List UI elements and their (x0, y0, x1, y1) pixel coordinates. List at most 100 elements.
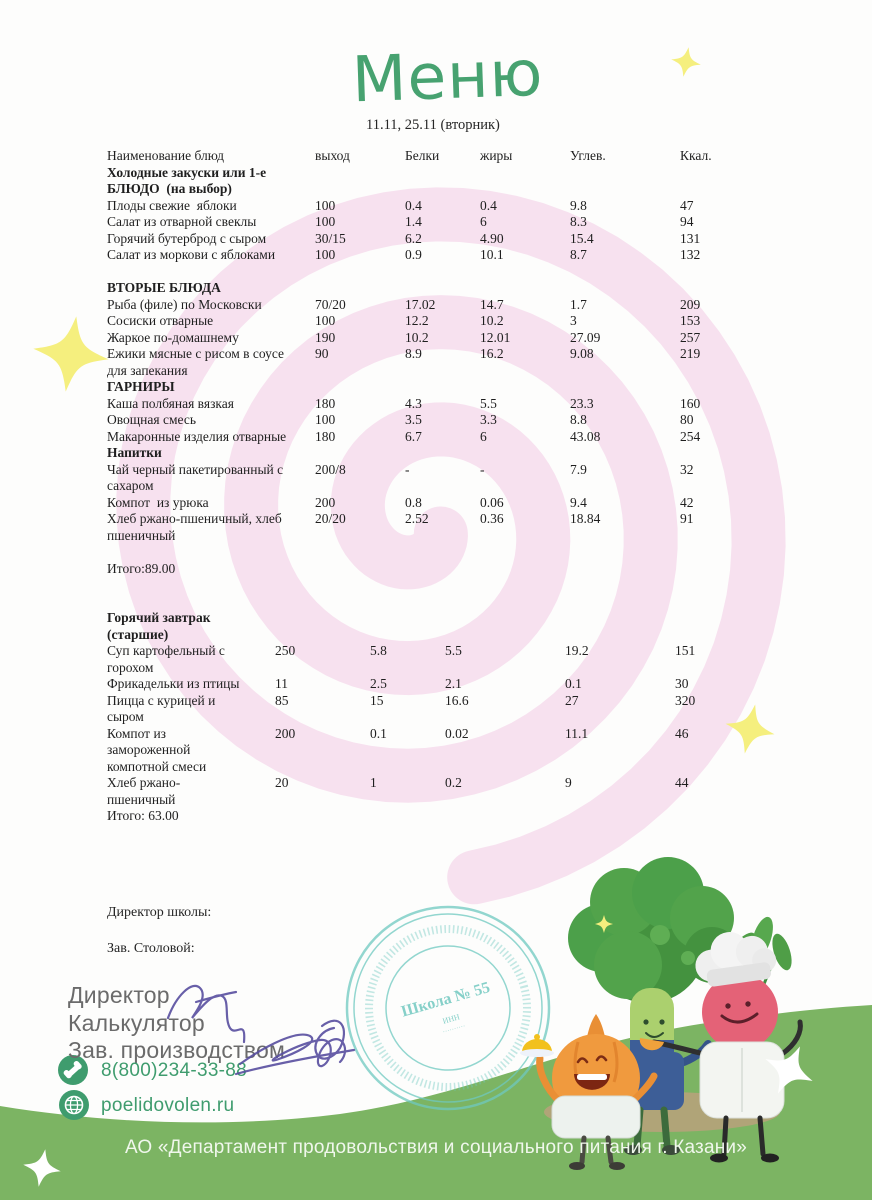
dish-value: 0.1 (565, 676, 582, 691)
dish-value (315, 561, 405, 578)
hot-breakfast-table: Горячий завтрак (старшие) Суп картофельны… (107, 610, 787, 825)
dish-value: 20 (275, 775, 289, 790)
dish-name: Горячий завтрак (старшие) (107, 610, 211, 642)
dish-name: ВТОРЫЕ БЛЮДА (107, 280, 221, 295)
column-header: Наименование блюд (107, 148, 225, 163)
section-row: Напитки (107, 445, 787, 462)
dish-row: Жаркое по-домашнему 190 10.2 12.01 27.09 257 (107, 330, 787, 347)
dish-value: 250 (275, 643, 296, 658)
globe-icon (59, 1090, 89, 1120)
dish-value: 0.2 (445, 775, 462, 790)
dish-name: Итого: 63.00 (107, 808, 179, 823)
dish-value: 70/20 (315, 296, 346, 312)
dish-row: Ежики мясные с рисом в соусе для запекан… (107, 346, 787, 379)
website-url: poelidovolen.ru (101, 1095, 235, 1116)
dish-value: 44 (675, 775, 689, 790)
dish-value: 42 (680, 494, 694, 510)
dish-value: 100 (315, 197, 336, 213)
dish-value: 7.9 (570, 461, 587, 477)
dish-row: Горячий бутерброд с сыром 30/15 6.2 4.90 15.… (107, 231, 787, 248)
dish-value (570, 445, 680, 462)
dish-value: 32 (680, 461, 694, 477)
dish-row: Рыба (филе) по Московски 70/20 17.02 14.7 1.… (107, 297, 787, 314)
dish-value: 3.5 (405, 412, 422, 427)
row-spacer (107, 544, 787, 561)
dish-value: 2.1 (445, 676, 462, 691)
dish-name: Пицца с курицей и сыром (107, 692, 216, 725)
dish-value (405, 280, 480, 297)
dish-value: 15 (370, 692, 384, 708)
dish-value: 91 (680, 511, 694, 526)
page-title: Меню (350, 36, 545, 117)
dish-value: 4.3 (405, 395, 422, 411)
canteen-head-label: Зав. Столовой: (107, 941, 195, 956)
dish-row: Хлеб ржано- пшеничный 20 1 0.2 9 44 (107, 775, 787, 808)
dish-name: Холодные закуски или 1-е БЛЮДО (на выбор… (107, 164, 267, 197)
dish-value: 47 (680, 197, 694, 213)
dish-value (680, 280, 787, 297)
dish-value: 151 (675, 643, 696, 658)
dish-value (405, 561, 480, 578)
dish-row: Пицца с курицей и сыром 85 15 16.6 27 320 (107, 693, 787, 726)
total-row: Итого:89.00 (107, 561, 787, 578)
dish-value (480, 445, 570, 462)
dish-value: 0.06 (480, 494, 504, 510)
dish-value (570, 561, 680, 578)
dish-value (315, 445, 405, 462)
dish-value: 132 (680, 247, 701, 262)
school-director-label: Директор школы: (107, 905, 212, 920)
dish-value: 11.1 (565, 725, 589, 741)
dish-name: ГАРНИРЫ (107, 379, 175, 394)
dish-value (480, 280, 570, 297)
dish-value: 8.9 (405, 346, 422, 361)
dish-value (565, 610, 675, 643)
dish-value: 80 (680, 412, 694, 427)
dish-value: 12.01 (480, 329, 511, 345)
dish-name: Сосиски отварные (107, 313, 214, 328)
dish-value: 5.5 (480, 395, 497, 411)
dish-value: 320 (675, 692, 696, 708)
dish-value: 1.7 (570, 296, 587, 312)
column-header: жиры (480, 148, 513, 163)
dish-value: 190 (315, 329, 336, 345)
dish-row: Салат из моркови с яблоками 100 0.9 10.1 8.7… (107, 247, 787, 264)
phone-icon (58, 1055, 88, 1085)
dish-value: 131 (680, 230, 701, 246)
dish-name: Рыба (филе) по Московски (107, 296, 262, 312)
dish-value (445, 610, 565, 643)
section-row: ВТОРЫЕ БЛЮДА (107, 280, 787, 297)
dish-name: Хлеб ржано- пшеничный (107, 775, 181, 807)
phone-number: 8(800)234-33-88 (101, 1060, 248, 1081)
dish-value: 6 (480, 214, 487, 229)
dish-name: Горячий бутерброд с сыром (107, 230, 267, 246)
dish-row: Макаронные изделия отварные 180 6.7 6 43.08 2… (107, 429, 787, 446)
dish-value: - (405, 461, 410, 477)
dish-value: 8.7 (570, 247, 587, 262)
column-header: Углев. (570, 148, 606, 163)
dish-value (405, 165, 480, 198)
section-row: Холодные закуски или 1-е БЛЮДО (на выбор… (107, 165, 787, 198)
main-menu-table: Наименование блюд выход Белки жиры Углев. Кка… (107, 148, 787, 577)
footer-organization: АО «Департамент продовольствия и социаль… (124, 1137, 748, 1158)
dish-value: 100 (315, 214, 336, 229)
dish-value (570, 280, 680, 297)
dish-value: 209 (680, 296, 701, 312)
dish-value: 9.4 (570, 494, 587, 510)
menu-date: 11.11, 25.11 (вторник) (366, 117, 500, 133)
dish-value: 14.7 (480, 296, 504, 312)
column-header: Белки (405, 148, 440, 163)
dish-value: 11 (275, 676, 288, 691)
row-spacer (107, 264, 787, 281)
dish-value: 0.1 (370, 725, 387, 741)
dish-value: 4.90 (480, 230, 504, 246)
dish-value: - (480, 461, 485, 477)
dish-name: Фрикадельки из птицы (107, 676, 240, 691)
dish-value: 9 (565, 775, 572, 790)
dish-name: Компот из урюка (107, 494, 209, 510)
dish-value: 180 (315, 428, 336, 444)
total-row: Итого: 63.00 (107, 808, 787, 825)
dish-value: 6.7 (405, 428, 422, 444)
section-row: ГАРНИРЫ (107, 379, 787, 396)
